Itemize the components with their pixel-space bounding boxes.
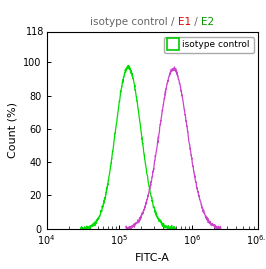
- Text: 118: 118: [26, 27, 44, 37]
- Text: E2: E2: [201, 17, 214, 27]
- Text: isotype control /: isotype control /: [90, 17, 178, 27]
- Text: /: /: [191, 17, 201, 27]
- Legend: isotype control: isotype control: [164, 37, 253, 53]
- Text: E1: E1: [178, 17, 191, 27]
- Y-axis label: Count (%): Count (%): [8, 102, 18, 158]
- X-axis label: FITC-A: FITC-A: [135, 253, 170, 263]
